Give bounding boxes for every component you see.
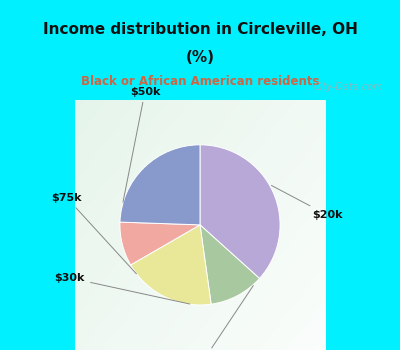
Wedge shape — [200, 225, 260, 304]
Wedge shape — [131, 225, 211, 305]
Text: $10k: $10k — [190, 286, 253, 350]
Text: City-Data.com: City-Data.com — [314, 82, 383, 92]
Text: $20k: $20k — [271, 186, 342, 220]
Text: Income distribution in Circleville, OH: Income distribution in Circleville, OH — [42, 22, 358, 37]
Wedge shape — [200, 145, 280, 279]
Circle shape — [298, 81, 310, 93]
Text: $50k: $50k — [123, 87, 160, 202]
Wedge shape — [120, 222, 200, 265]
Text: $75k: $75k — [52, 193, 136, 274]
Text: Black or African American residents: Black or African American residents — [81, 75, 319, 88]
Text: $30k: $30k — [55, 273, 190, 304]
Wedge shape — [120, 145, 200, 225]
Text: (%): (%) — [186, 50, 214, 65]
